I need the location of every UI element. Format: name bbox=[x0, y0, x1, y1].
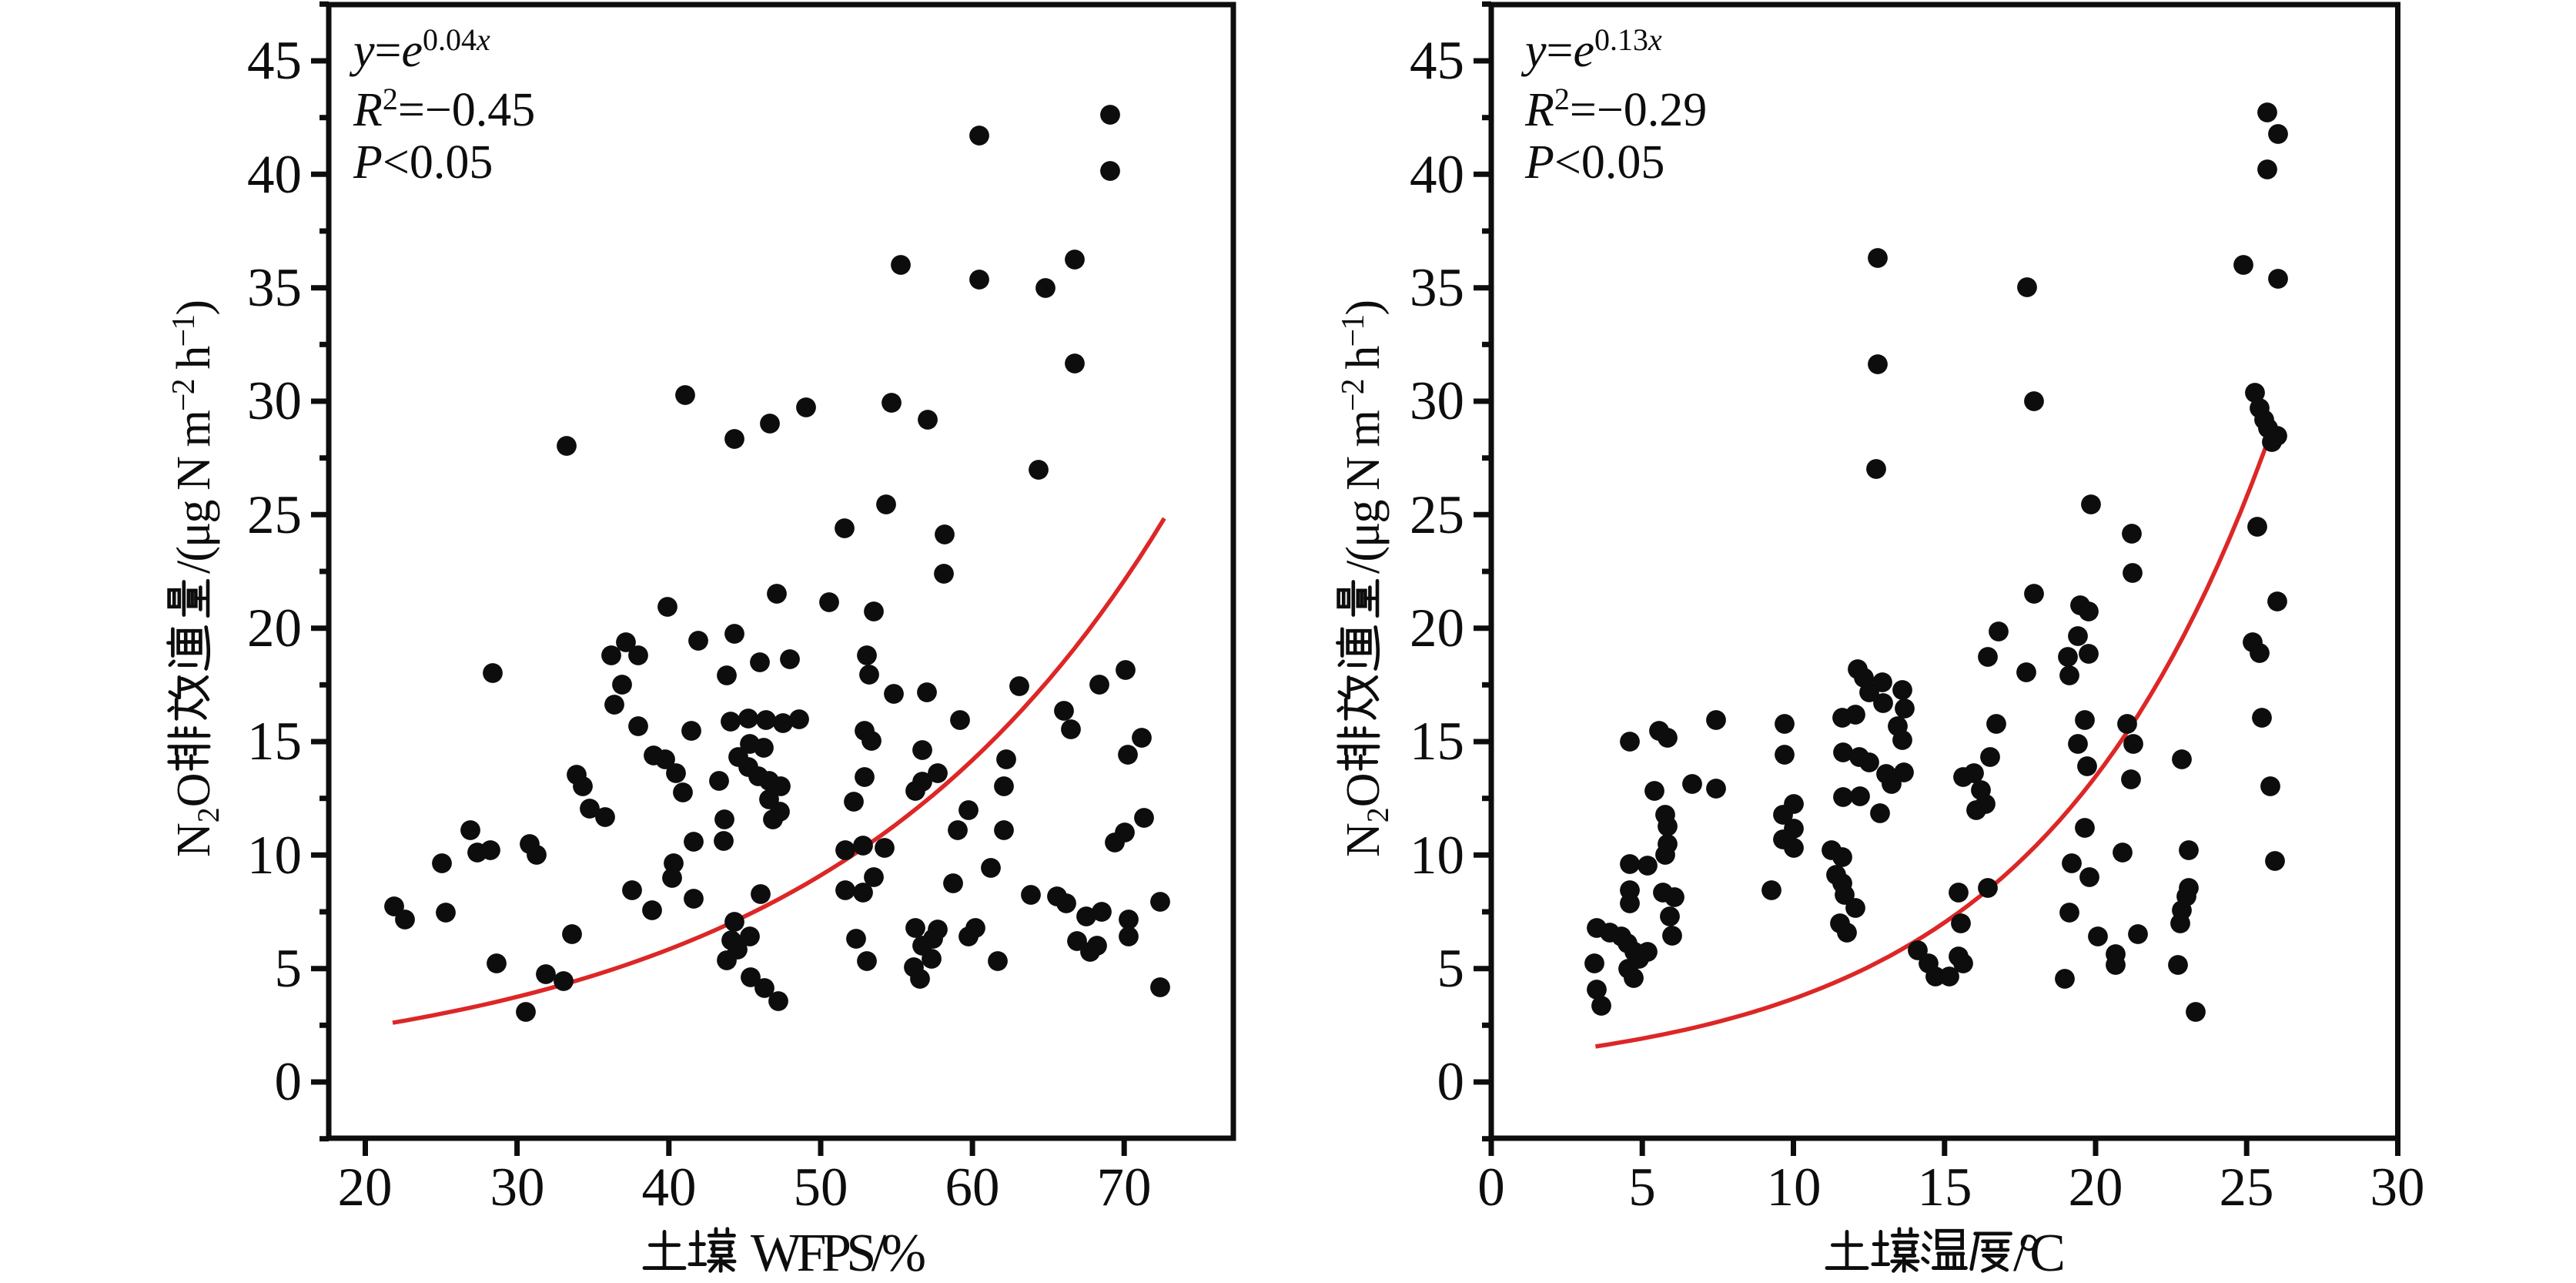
svg-text:R2=−0.45: R2=−0.45 bbox=[353, 82, 535, 136]
svg-text:10: 10 bbox=[247, 826, 302, 886]
svg-text:40: 40 bbox=[247, 145, 302, 205]
svg-text:20: 20 bbox=[338, 1157, 393, 1218]
svg-text:30: 30 bbox=[1410, 371, 1464, 431]
svg-text:45: 45 bbox=[1410, 31, 1464, 91]
svg-text:50: 50 bbox=[794, 1157, 848, 1218]
svg-text:/(μg N m−2 h−1): /(μg N m−2 h−1) bbox=[166, 300, 220, 574]
svg-text:5: 5 bbox=[275, 939, 303, 999]
svg-text:30: 30 bbox=[490, 1157, 545, 1218]
svg-text:40: 40 bbox=[642, 1157, 697, 1218]
svg-text:P<0.05: P<0.05 bbox=[1524, 136, 1664, 189]
svg-text:25: 25 bbox=[247, 485, 302, 545]
svg-text:P<0.05: P<0.05 bbox=[353, 136, 493, 189]
svg-text:R2=−0.29: R2=−0.29 bbox=[1524, 82, 1707, 136]
svg-text:y=e0.13x: y=e0.13x bbox=[1521, 22, 1662, 77]
svg-text:15: 15 bbox=[247, 712, 302, 772]
svg-text:10: 10 bbox=[1410, 826, 1464, 886]
svg-text:20: 20 bbox=[247, 598, 302, 658]
svg-text:30: 30 bbox=[2370, 1157, 2425, 1218]
svg-text:/°C: /°C bbox=[2013, 1224, 2066, 1279]
svg-text:10: 10 bbox=[1767, 1157, 1822, 1218]
svg-text:0: 0 bbox=[1437, 1052, 1465, 1112]
svg-text:20: 20 bbox=[1410, 598, 1464, 658]
svg-text:40: 40 bbox=[1410, 145, 1464, 205]
svg-text:35: 35 bbox=[247, 258, 302, 318]
svg-text:5: 5 bbox=[1437, 939, 1465, 999]
svg-text:25: 25 bbox=[1410, 485, 1464, 545]
svg-text:30: 30 bbox=[247, 371, 302, 431]
svg-text:25: 25 bbox=[2220, 1157, 2274, 1218]
svg-text:15: 15 bbox=[1410, 712, 1464, 772]
svg-text:45: 45 bbox=[247, 31, 302, 91]
svg-text:0: 0 bbox=[275, 1052, 303, 1112]
svg-text:WFPS/%: WFPS/% bbox=[751, 1224, 926, 1279]
svg-text:0: 0 bbox=[1477, 1157, 1505, 1218]
svg-text:15: 15 bbox=[1918, 1157, 1972, 1218]
svg-text:20: 20 bbox=[2069, 1157, 2123, 1218]
svg-text:35: 35 bbox=[1410, 258, 1464, 318]
svg-text:70: 70 bbox=[1097, 1157, 1152, 1218]
svg-text:60: 60 bbox=[945, 1157, 1000, 1218]
svg-text:5: 5 bbox=[1628, 1157, 1656, 1218]
